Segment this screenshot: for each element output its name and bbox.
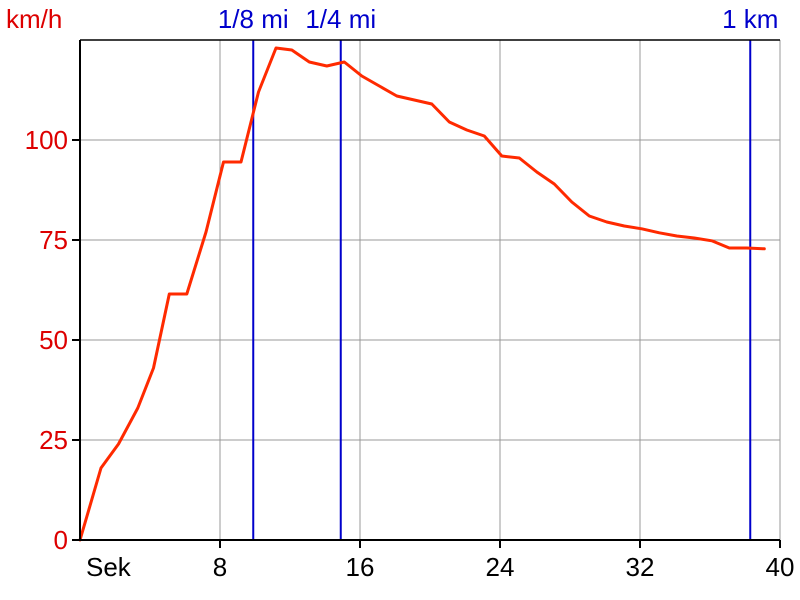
tick-labels: 1/8 mi 1/4 mi 1 km 0 25 50 75 100 8 16 24 32 40 [25, 4, 795, 582]
y-tick-label: 50 [39, 325, 68, 355]
y-axis-unit: km/h [6, 4, 62, 34]
y-tick-label: 25 [39, 425, 68, 455]
distance-marker-label: 1/4 mi [305, 4, 376, 34]
distance-marker-label: 1/8 mi [218, 4, 289, 34]
x-tick-label: 24 [486, 552, 515, 582]
y-tick-label: 75 [39, 225, 68, 255]
y-tick-label: 100 [25, 125, 68, 155]
x-axis-unit: Sek [86, 552, 132, 582]
distance-marker-label: 1 km [722, 4, 778, 34]
x-tick-label: 32 [626, 552, 655, 582]
grid-lines [80, 39, 781, 540]
x-tick-label: 8 [213, 552, 227, 582]
y-tick-label: 0 [54, 525, 68, 555]
series-layer [78, 46, 766, 542]
speed-series-line [78, 46, 766, 542]
distance-markers [252, 40, 752, 540]
axes [72, 39, 781, 548]
x-tick-label: 40 [766, 552, 795, 582]
x-tick-label: 16 [346, 552, 375, 582]
